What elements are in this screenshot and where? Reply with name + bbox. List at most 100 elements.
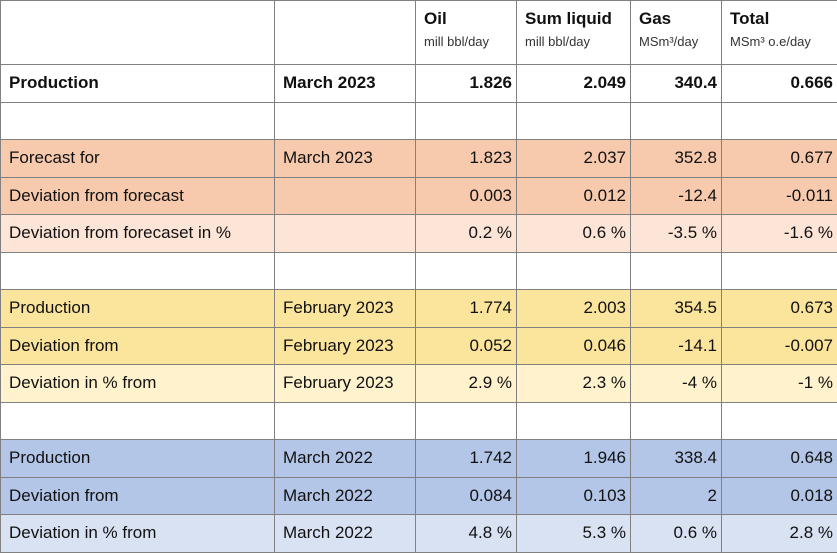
row-label: Deviation from forecaset in % [1, 215, 275, 253]
spacer-cell [275, 252, 416, 290]
row-sum-liquid: 2.037 [517, 140, 631, 178]
row-total: -0.007 [722, 327, 837, 365]
spacer-cell [517, 102, 631, 140]
spacer-cell [631, 402, 722, 440]
row-sum-liquid: 0.6 % [517, 215, 631, 253]
spacer-cell [1, 402, 275, 440]
header-oil-name: Oil [424, 9, 510, 29]
row-sum-liquid: 0.103 [517, 477, 631, 515]
header-row: Oil mill bbl/day Sum liquid mill bbl/day… [1, 1, 837, 65]
spacer-cell [275, 102, 416, 140]
row-oil: 0.2 % [416, 215, 517, 253]
spacer-cell [722, 252, 837, 290]
row-oil: 2.9 % [416, 365, 517, 403]
spacer-cell [1, 102, 275, 140]
march2022-deviation-pct-row: Deviation in % from March 2022 4.8 % 5.3… [1, 515, 837, 553]
header-total-name: Total [730, 9, 831, 29]
production-period: March 2023 [275, 65, 416, 103]
row-gas: -3.5 % [631, 215, 722, 253]
spacer-cell [416, 402, 517, 440]
row-oil: 1.774 [416, 290, 517, 328]
row-period: February 2023 [275, 365, 416, 403]
header-total: Total MSm³ o.e/day [722, 1, 837, 65]
row-label: Deviation from forecast [1, 177, 275, 215]
row-gas: -14.1 [631, 327, 722, 365]
row-period: February 2023 [275, 290, 416, 328]
row-oil: 0.003 [416, 177, 517, 215]
row-period [275, 215, 416, 253]
spacer-row [1, 402, 837, 440]
row-oil: 0.052 [416, 327, 517, 365]
row-period [275, 177, 416, 215]
forecast-deviation-row: Deviation from forecast 0.003 0.012 -12.… [1, 177, 837, 215]
row-total: 2.8 % [722, 515, 837, 553]
row-label: Production [1, 440, 275, 478]
row-sum-liquid: 2.003 [517, 290, 631, 328]
row-gas: -12.4 [631, 177, 722, 215]
spacer-cell [631, 102, 722, 140]
row-oil: 1.823 [416, 140, 517, 178]
spacer-row [1, 102, 837, 140]
row-label: Production [1, 290, 275, 328]
row-total: 0.677 [722, 140, 837, 178]
row-gas: 354.5 [631, 290, 722, 328]
row-sum-liquid: 2.3 % [517, 365, 631, 403]
row-gas: -4 % [631, 365, 722, 403]
row-gas: 0.6 % [631, 515, 722, 553]
row-period: March 2022 [275, 440, 416, 478]
february-deviation-pct-row: Deviation in % from February 2023 2.9 % … [1, 365, 837, 403]
february-deviation-row: Deviation from February 2023 0.052 0.046… [1, 327, 837, 365]
forecast-deviation-pct-row: Deviation from forecaset in % 0.2 % 0.6 … [1, 215, 837, 253]
spacer-cell [722, 402, 837, 440]
row-oil: 1.742 [416, 440, 517, 478]
row-period: March 2023 [275, 140, 416, 178]
production-gas: 340.4 [631, 65, 722, 103]
row-label: Deviation in % from [1, 515, 275, 553]
february-production-row: Production February 2023 1.774 2.003 354… [1, 290, 837, 328]
row-total: 0.673 [722, 290, 837, 328]
header-sum-liquid-name: Sum liquid [525, 9, 624, 29]
production-label: Production [1, 65, 275, 103]
production-total: 0.666 [722, 65, 837, 103]
row-label: Deviation in % from [1, 365, 275, 403]
header-total-unit: MSm³ o.e/day [730, 34, 831, 49]
spacer-cell [722, 102, 837, 140]
row-gas: 338.4 [631, 440, 722, 478]
production-sum-liquid: 2.049 [517, 65, 631, 103]
row-period: February 2023 [275, 327, 416, 365]
production-row: Production March 2023 1.826 2.049 340.4 … [1, 65, 837, 103]
spacer-cell [1, 252, 275, 290]
spacer-cell [631, 252, 722, 290]
row-total: 0.018 [722, 477, 837, 515]
march2022-deviation-row: Deviation from March 2022 0.084 0.103 2 … [1, 477, 837, 515]
row-sum-liquid: 0.046 [517, 327, 631, 365]
march2022-production-row: Production March 2022 1.742 1.946 338.4 … [1, 440, 837, 478]
row-sum-liquid: 5.3 % [517, 515, 631, 553]
row-period: March 2022 [275, 515, 416, 553]
row-total: -0.011 [722, 177, 837, 215]
header-gas: Gas MSm³/day [631, 1, 722, 65]
row-period: March 2022 [275, 477, 416, 515]
row-oil: 0.084 [416, 477, 517, 515]
spacer-cell [517, 402, 631, 440]
header-sum-liquid: Sum liquid mill bbl/day [517, 1, 631, 65]
row-total: -1.6 % [722, 215, 837, 253]
header-empty-cell [275, 1, 416, 65]
header-gas-unit: MSm³/day [639, 34, 715, 49]
row-gas: 2 [631, 477, 722, 515]
spacer-cell [275, 402, 416, 440]
header-oil-unit: mill bbl/day [424, 34, 510, 49]
row-total: 0.648 [722, 440, 837, 478]
row-label: Deviation from [1, 327, 275, 365]
spacer-cell [416, 252, 517, 290]
header-sum-liquid-unit: mill bbl/day [525, 34, 624, 49]
row-oil: 4.8 % [416, 515, 517, 553]
header-oil: Oil mill bbl/day [416, 1, 517, 65]
forecast-row: Forecast for March 2023 1.823 2.037 352.… [1, 140, 837, 178]
row-label: Forecast for [1, 140, 275, 178]
spacer-cell [517, 252, 631, 290]
row-gas: 352.8 [631, 140, 722, 178]
spacer-cell [416, 102, 517, 140]
row-total: -1 % [722, 365, 837, 403]
